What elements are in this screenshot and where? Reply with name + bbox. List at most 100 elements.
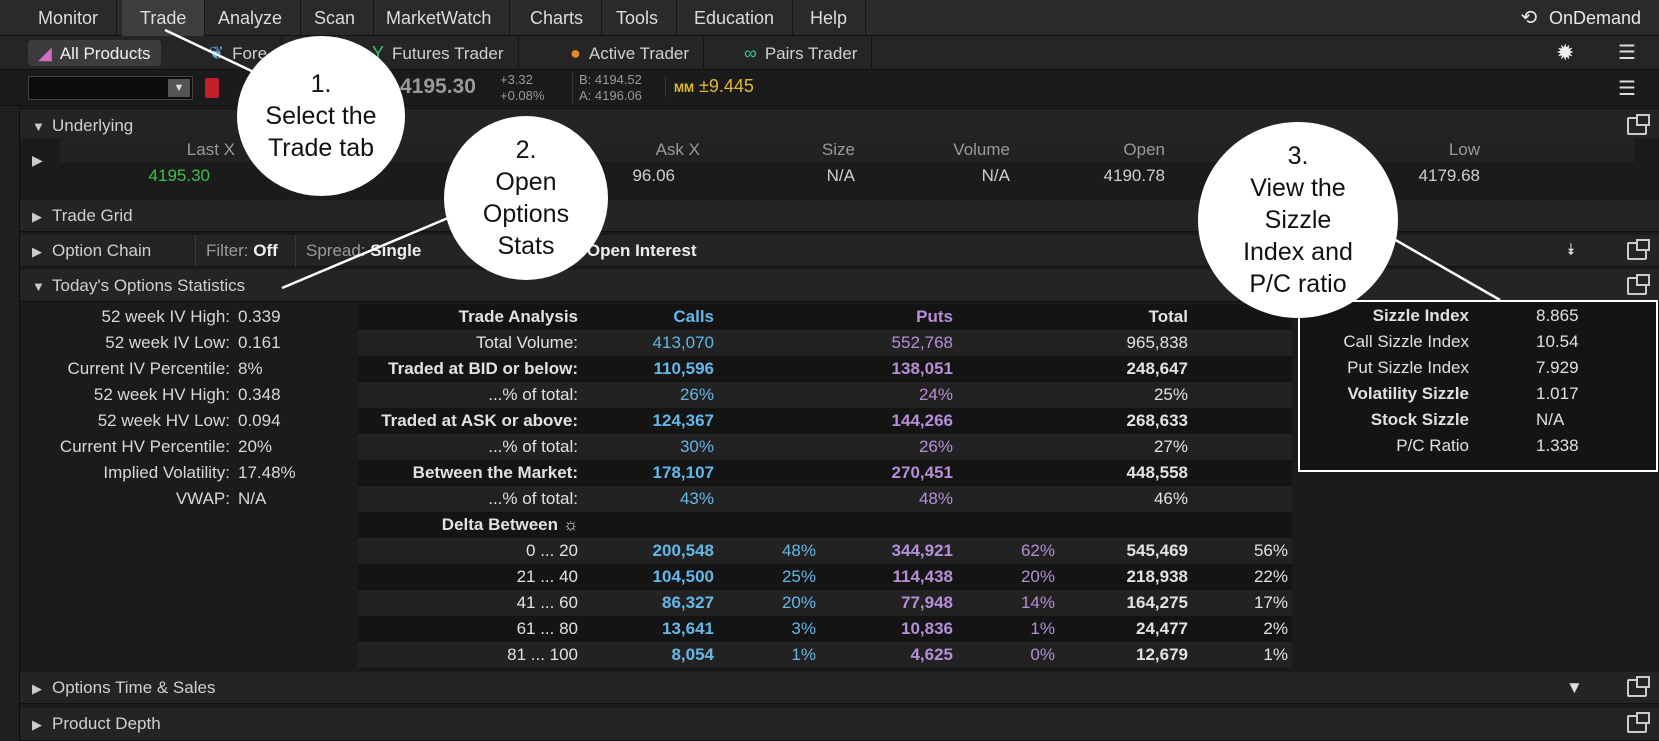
table-row: Between the Market: 178,107 270,451 448,558 [358, 460, 1292, 486]
futures-trader-tab[interactable]: Y Futures Trader [358, 36, 519, 70]
table-row: Total Volume: 413,070 552,768 965,838 [358, 330, 1292, 356]
callout-line: 3. [1287, 142, 1309, 170]
sizzle-value: 8.865 [1536, 306, 1579, 325]
filter-value: Off [253, 241, 278, 260]
ondemand-button[interactable]: ⟲ OnDemand [1515, 0, 1641, 36]
mm-value: ±9.445 [699, 76, 754, 96]
symbol-input[interactable]: ▼ [28, 76, 193, 100]
value-open: 4190.78 [1103, 166, 1165, 185]
tab-analyze[interactable]: Analyze [200, 0, 302, 36]
table-row: ...% of total: 30% 26% 27% [358, 434, 1292, 460]
callout-line: P/C ratio [1249, 270, 1347, 298]
chevron-right-icon[interactable]: ▶ [32, 152, 43, 168]
popout-icon[interactable] [1627, 676, 1650, 697]
all-products-label: All Products [59, 44, 151, 63]
stat-value: 20% [238, 437, 273, 456]
delta-settings-icon[interactable]: ☼ [563, 515, 579, 534]
delta-total-percent: 17% [1253, 593, 1288, 612]
table-row: Traded at ASK or above: 124,367 144,266 268… [358, 408, 1292, 434]
delta-range: 21 ... 40 [516, 567, 578, 586]
pairs-trader-tab[interactable]: ∞ Pairs Trader [730, 36, 873, 70]
callout-2-text: 2. Open Options Stats [483, 134, 569, 262]
todays-options-statistics-header[interactable]: ▼ Today's Options Statistics [20, 270, 1659, 302]
delta-puts-percent: 14% [1020, 593, 1055, 612]
alert-icon[interactable] [205, 78, 219, 98]
tab-monitor[interactable]: Monitor [20, 0, 118, 36]
left-collapse-bar[interactable] [0, 106, 20, 741]
chevron-right-icon: ▶ [32, 717, 42, 732]
callout-line: Select the [265, 102, 377, 130]
volatility-stat-row: 52 week HV High: 0.348 [20, 382, 355, 408]
delta-calls-value: 200,548 [652, 541, 714, 560]
callout-line: Open [495, 168, 557, 196]
tab-help[interactable]: Help [792, 0, 867, 36]
filter-icon[interactable]: ▼ [1566, 678, 1583, 697]
collapse-all-icon[interactable]: ⯯ [1566, 242, 1576, 259]
popout-icon[interactable] [1627, 239, 1650, 260]
callout-1: 1. Select the Trade tab [237, 36, 405, 196]
puts-value: 26% [918, 437, 953, 456]
delta-calls-percent: 1% [791, 645, 816, 664]
callout-1-text: 1. Select the Trade tab [265, 68, 376, 164]
delta-puts-percent: 0% [1030, 645, 1055, 664]
chevron-down-icon[interactable]: ▼ [168, 79, 190, 97]
menu-icon[interactable]: ☰ [1618, 42, 1636, 64]
chevron-right-icon: ▶ [32, 681, 42, 696]
row-label: ...% of total: [488, 385, 578, 404]
callout-line: Trade tab [267, 134, 375, 162]
total-value: 268,633 [1126, 411, 1188, 430]
tab-trade[interactable]: Trade [122, 0, 206, 36]
gear-icon[interactable]: ✹ [1556, 40, 1575, 65]
value-ask: 96.06 [632, 166, 675, 185]
stat-value: 0.339 [238, 307, 281, 326]
filter-dropdown[interactable]: Filter: Off [195, 235, 278, 267]
header-size: Size [821, 140, 855, 159]
calls-value: 110,596 [653, 359, 714, 378]
layout-dropdown[interactable]: e, Open Interest [568, 241, 697, 260]
stat-value: 0.094 [238, 411, 281, 430]
sizzle-label: Volatility Sizzle [1347, 384, 1469, 403]
stat-value: 8% [238, 359, 263, 378]
quote-menu-icon[interactable]: ☰ [1618, 78, 1636, 100]
forex-label: Fore [232, 44, 268, 63]
spread-label: Spread: [306, 241, 366, 260]
sizzle-label: Call Sizzle Index [1343, 332, 1469, 351]
all-products-tab[interactable]: ◢ All Products [28, 40, 161, 66]
delta-calls-value: 104,500 [652, 567, 714, 586]
options-time-sales-header[interactable]: ▶ Options Time & Sales ▼ [20, 672, 1659, 704]
sizzle-value: 1.017 [1536, 384, 1579, 403]
stat-value: N/A [238, 489, 267, 508]
active-trader-tab[interactable]: ● Active Trader [556, 36, 705, 70]
callout-line: View the [1250, 174, 1346, 202]
tab-education[interactable]: Education [676, 0, 794, 36]
value-size: N/A [826, 166, 855, 185]
ondemand-rewind-icon: ⟲ [1520, 7, 1538, 29]
futures-label: Futures Trader [392, 44, 504, 63]
callout-line: 1. [310, 70, 332, 98]
ondemand-label: OnDemand [1548, 8, 1641, 28]
callout-3: 3. View the Sizzle Index and P/C ratio [1198, 122, 1398, 318]
delta-calls-percent: 25% [781, 567, 816, 586]
forex-trader-tab[interactable]: ❦ Fore [195, 36, 283, 70]
tab-tools[interactable]: Tools [598, 0, 678, 36]
calls-value: 413,070 [652, 333, 714, 352]
tab-charts[interactable]: Charts [512, 0, 603, 36]
popout-icon[interactable] [1627, 114, 1650, 135]
total-header: Total [1148, 307, 1188, 326]
bid-value: B: 4194.52 [579, 72, 642, 87]
chevron-right-icon: ▶ [32, 209, 42, 224]
row-label: Total Volume: [475, 333, 578, 352]
table-row: ...% of total: 26% 24% 25% [358, 382, 1292, 408]
callout-2: 2. Open Options Stats [444, 116, 608, 280]
active-trader-label: Active Trader [588, 44, 690, 63]
value-low: 4179.68 [1418, 166, 1480, 185]
tab-marketwatch[interactable]: MarketWatch [368, 0, 511, 36]
product-depth-header[interactable]: ▶ Product Depth [20, 708, 1659, 741]
tab-scan[interactable]: Scan [296, 0, 375, 36]
stat-label: 52 week IV High: [101, 307, 230, 326]
delta-puts-value: 344,921 [891, 541, 953, 560]
sizzle-label: Stock Sizzle [1370, 410, 1469, 429]
popout-icon[interactable] [1627, 712, 1650, 733]
delta-total-percent: 56% [1253, 541, 1288, 560]
popout-icon[interactable] [1627, 274, 1650, 295]
